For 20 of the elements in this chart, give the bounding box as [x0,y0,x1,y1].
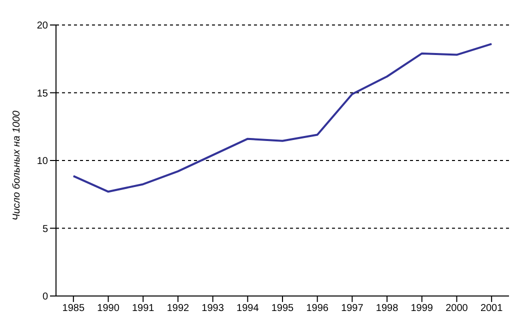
x-tick-label: 2001 [480,303,504,314]
x-tick-label: 1990 [97,303,120,314]
x-tick-label: 1993 [202,303,224,314]
x-tick-label: 1991 [132,303,155,314]
x-tick-label: 1996 [306,303,329,314]
y-tick-label: 5 [42,224,48,235]
x-tick-label: 1992 [166,303,190,314]
x-tick-label: 1998 [376,303,399,314]
x-tick-label: 1994 [236,303,260,314]
y-axis-title: Число больных на 1000 [12,110,23,220]
x-tick-label: 1999 [410,303,434,314]
y-tick-label: 0 [42,292,48,303]
line-series [72,42,493,193]
x-tick-label: 2000 [446,303,468,314]
x-tick-label: 1985 [62,303,85,314]
x-tick-label: 1997 [341,303,364,314]
y-tick-label: 20 [36,20,48,32]
x-tick-label: 1995 [271,303,294,314]
y-tick-label: 15 [36,88,48,100]
y-tick-label: 10 [36,156,48,168]
